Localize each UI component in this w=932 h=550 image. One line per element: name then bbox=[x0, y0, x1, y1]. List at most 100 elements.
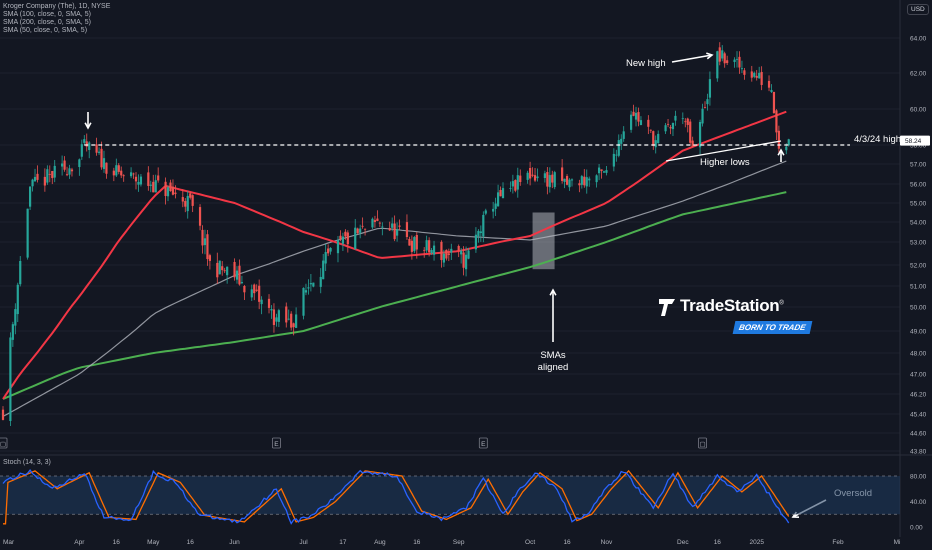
sma100-label[interactable]: SMA (100, close, 0, SMA, 5) bbox=[3, 11, 91, 18]
smas-label: SMAs bbox=[540, 350, 566, 361]
candle-body bbox=[83, 139, 86, 143]
candle-body bbox=[612, 153, 615, 167]
candle-body bbox=[405, 222, 409, 238]
price-tick-label: 46.20 bbox=[910, 392, 927, 399]
candle-body bbox=[442, 253, 445, 263]
candle bbox=[290, 311, 293, 331]
candle-body bbox=[181, 197, 184, 202]
candle bbox=[233, 258, 236, 281]
candle bbox=[777, 125, 780, 154]
candle-body bbox=[272, 309, 276, 325]
candle bbox=[344, 229, 347, 240]
stoch-tick-label: 40.00 bbox=[910, 499, 927, 506]
symbol-title[interactable]: Kroger Company (The), 1D, NYSE bbox=[3, 3, 111, 10]
candle bbox=[457, 244, 460, 258]
candle-body bbox=[78, 159, 81, 168]
time-tick-label: Aug bbox=[374, 539, 386, 546]
candle bbox=[467, 247, 470, 260]
sma50-label[interactable]: SMA (50, close, 0, SMA, 5) bbox=[3, 27, 88, 34]
candle bbox=[484, 208, 487, 216]
candle-body bbox=[322, 260, 325, 280]
candle-body bbox=[519, 175, 522, 183]
candle bbox=[221, 261, 224, 276]
candle bbox=[275, 313, 278, 327]
candle-body bbox=[70, 169, 74, 172]
candle-body bbox=[250, 289, 253, 298]
candle bbox=[583, 169, 586, 188]
candle-body bbox=[132, 173, 135, 175]
candle-body bbox=[565, 176, 569, 185]
candle bbox=[760, 66, 763, 91]
candle bbox=[716, 50, 719, 82]
candle-body bbox=[600, 169, 603, 171]
candle bbox=[307, 279, 310, 295]
price-tick-label: 44.60 bbox=[910, 431, 927, 438]
time-tick-label: Dec bbox=[677, 539, 689, 546]
candle-body bbox=[174, 192, 177, 195]
candle bbox=[432, 240, 436, 261]
stochastic-pane bbox=[0, 469, 900, 525]
candle bbox=[166, 185, 170, 202]
sma200-label[interactable]: SMA (200, close, 0, SMA, 5) bbox=[3, 19, 91, 26]
candle bbox=[206, 229, 209, 266]
candle-body bbox=[492, 208, 495, 212]
candle bbox=[1, 406, 5, 421]
new-high-arrow bbox=[671, 52, 714, 63]
candle bbox=[292, 322, 295, 336]
price-axis: 64.00 62.00 60.00 58.00 57.00 56.00 55.00 54.00… bbox=[900, 36, 930, 532]
last-price-badge bbox=[900, 135, 930, 146]
new-high-arrow-head bbox=[706, 52, 714, 60]
candle-body bbox=[290, 313, 293, 328]
candle bbox=[16, 282, 19, 323]
candle-body bbox=[691, 140, 694, 147]
candle-body bbox=[467, 250, 470, 259]
candle-body bbox=[235, 270, 239, 280]
candle-body bbox=[526, 172, 529, 180]
earnings-marker-box bbox=[478, 437, 488, 449]
candle bbox=[499, 186, 502, 197]
candle-body bbox=[309, 283, 312, 285]
candle bbox=[514, 179, 517, 193]
candle bbox=[531, 167, 534, 178]
tradestation-mark-icon bbox=[659, 299, 675, 316]
candle-body bbox=[97, 151, 101, 153]
candle-body bbox=[115, 165, 118, 176]
candle-body bbox=[359, 228, 362, 233]
candle-body bbox=[186, 195, 189, 212]
candle-body bbox=[496, 192, 500, 207]
candle bbox=[423, 247, 426, 258]
april-high-arrow-head bbox=[84, 122, 92, 130]
currency-badge[interactable]: USD bbox=[907, 4, 929, 15]
annotations: New high 4/3/24 high Higher lows SMAsaligne… bbox=[84, 52, 901, 518]
candle-body bbox=[117, 165, 120, 172]
candle-body bbox=[129, 172, 133, 177]
candle-body bbox=[482, 214, 485, 237]
candle-body bbox=[735, 58, 739, 60]
dividend-marker: ▢ bbox=[0, 437, 8, 449]
candle bbox=[43, 168, 46, 192]
candle bbox=[226, 266, 229, 284]
candle-body bbox=[595, 175, 598, 183]
candle-body bbox=[777, 130, 780, 149]
candle-body bbox=[423, 249, 426, 251]
candle bbox=[250, 284, 253, 301]
candle bbox=[629, 110, 633, 133]
candle-body bbox=[568, 179, 571, 188]
candle bbox=[634, 106, 638, 127]
candle-body bbox=[464, 254, 468, 270]
candle-body bbox=[226, 266, 229, 276]
candle-body bbox=[428, 240, 431, 253]
stoch-label[interactable]: Stoch (14, 3, 3) bbox=[3, 459, 51, 466]
candle-body bbox=[462, 252, 465, 268]
smas-aligned-arrow bbox=[549, 288, 557, 342]
brand-name-text: TradeStation bbox=[680, 296, 780, 315]
candle-body bbox=[477, 230, 480, 237]
candle-body bbox=[563, 178, 566, 182]
candle-body bbox=[622, 131, 625, 139]
candle-body bbox=[753, 72, 756, 77]
candle-body bbox=[649, 129, 652, 131]
candle bbox=[750, 65, 753, 82]
candle-body bbox=[629, 114, 633, 130]
sma-lines bbox=[2, 110, 787, 417]
